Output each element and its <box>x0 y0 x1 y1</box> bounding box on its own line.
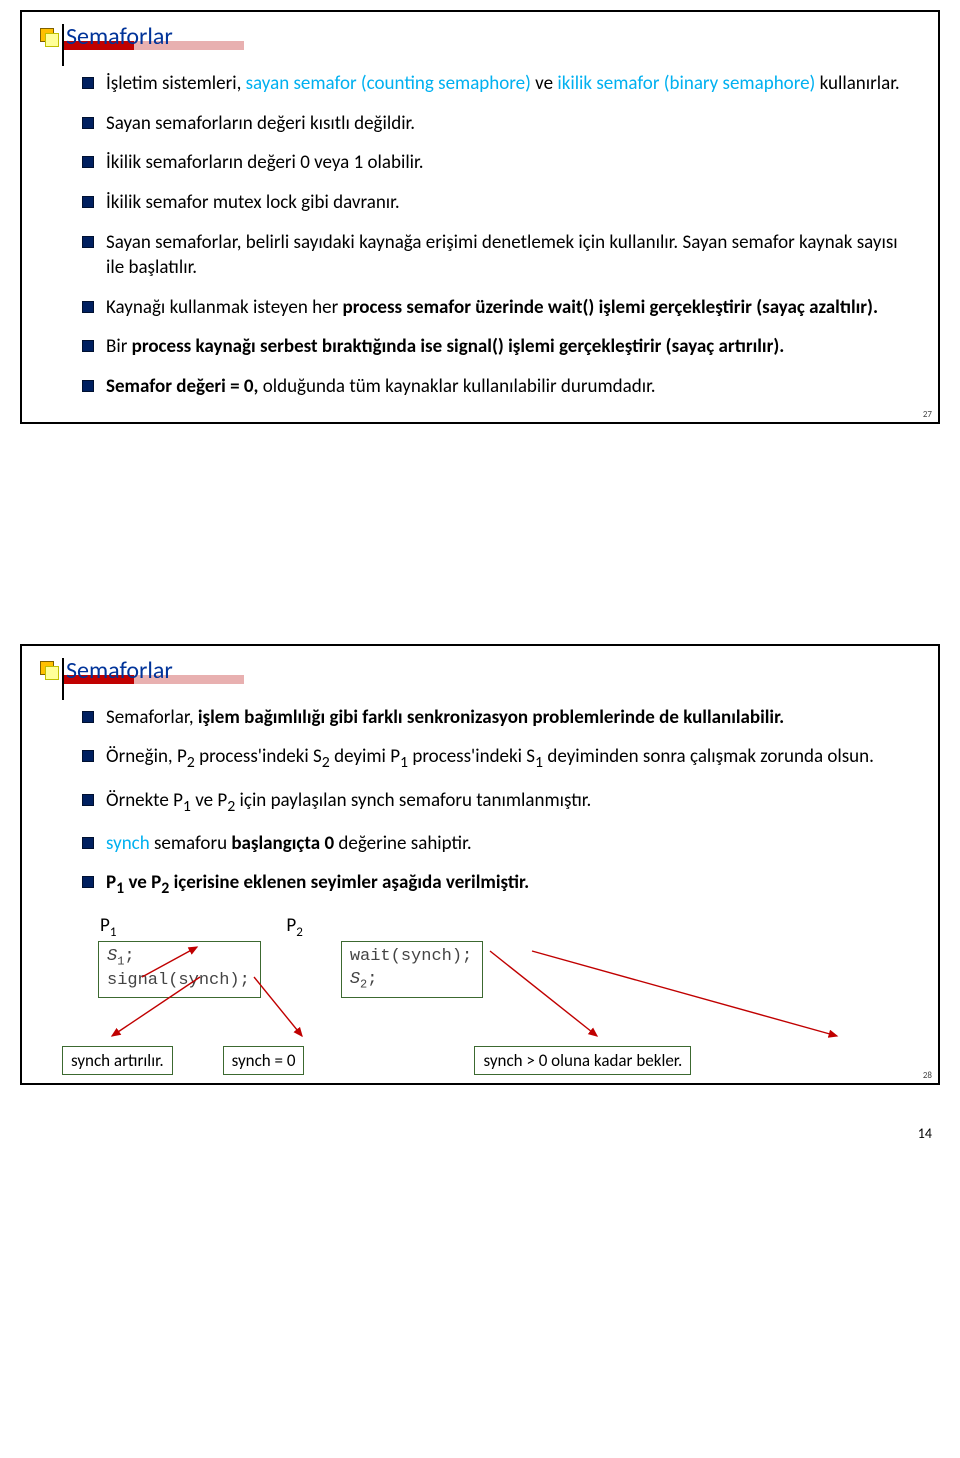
bullet-item: Örnekte P1 ve P2 için paylaşılan synch s… <box>82 788 908 817</box>
process-labels: P1 P2 <box>22 914 938 940</box>
code-box-p1: S1; signal(synch); <box>98 941 261 998</box>
annot-synch-inc: synch artırılır. <box>62 1046 173 1075</box>
bullet-item: İşletim sistemleri, sayan semafor (count… <box>82 71 908 97</box>
bullet-item: Örneğin, P2 process'indeki S2 deyimi P1 … <box>82 744 908 773</box>
bullet-item: İkilik semafor mutex lock gibi davranır. <box>82 190 908 216</box>
p2-label: P2 <box>286 914 302 940</box>
slide-1: Semaforlar İşletim sistemleri, sayan sem… <box>20 10 940 424</box>
bullet-item: Kaynağı kullanmak isteyen her process se… <box>82 295 908 321</box>
title-row: Semaforlar <box>22 12 938 51</box>
bullet-item: Sayan semaforlar, belirli sayıdaki kayna… <box>82 230 908 281</box>
annotation-row: synch artırılır. synch = 0 synch > 0 olu… <box>22 1046 938 1075</box>
slide-number: 27 <box>923 409 932 420</box>
title-marker-icon <box>40 661 58 679</box>
slide-title: Semaforlar <box>66 656 173 685</box>
bullet-item: Sayan semaforların değeri kısıtlı değild… <box>82 111 908 137</box>
bullet-item: P1 ve P2 içerisine eklenen seyimler aşağ… <box>82 870 908 899</box>
annot-synch-zero: synch = 0 <box>223 1046 305 1075</box>
bullet-item: İkilik semaforların değeri 0 veya 1 olab… <box>82 150 908 176</box>
title-marker-icon <box>40 28 58 46</box>
code-box-p2: wait(synch); S2; <box>341 941 483 998</box>
code-diagram: S1; signal(synch); wait(synch); S2; <box>22 941 938 1075</box>
page-number: 14 <box>0 1125 960 1152</box>
title-row: Semaforlar <box>22 646 938 685</box>
bullet-item: Semafor değeri = 0, olduğunda tüm kaynak… <box>82 374 908 400</box>
slide-number: 28 <box>923 1070 932 1081</box>
annot-synch-wait: synch > 0 oluna kadar bekler. <box>474 1046 691 1075</box>
slide-2: Semaforlar Semaforlar, işlem bağımlılığı… <box>20 644 940 1085</box>
bullet-item: synch semaforu başlangıçta 0 değerine sa… <box>82 831 908 857</box>
bullet-list: Semaforlar, işlem bağımlılığı gibi farkl… <box>22 705 938 900</box>
bullet-list: İşletim sistemleri, sayan semafor (count… <box>22 71 938 400</box>
slide-title: Semaforlar <box>66 22 173 51</box>
p1-label: P1 <box>100 914 116 940</box>
slide-gap <box>0 464 960 634</box>
bullet-item: Semaforlar, işlem bağımlılığı gibi farkl… <box>82 705 908 731</box>
bullet-item: Bir process kaynağı serbest bıraktığında… <box>82 334 908 360</box>
